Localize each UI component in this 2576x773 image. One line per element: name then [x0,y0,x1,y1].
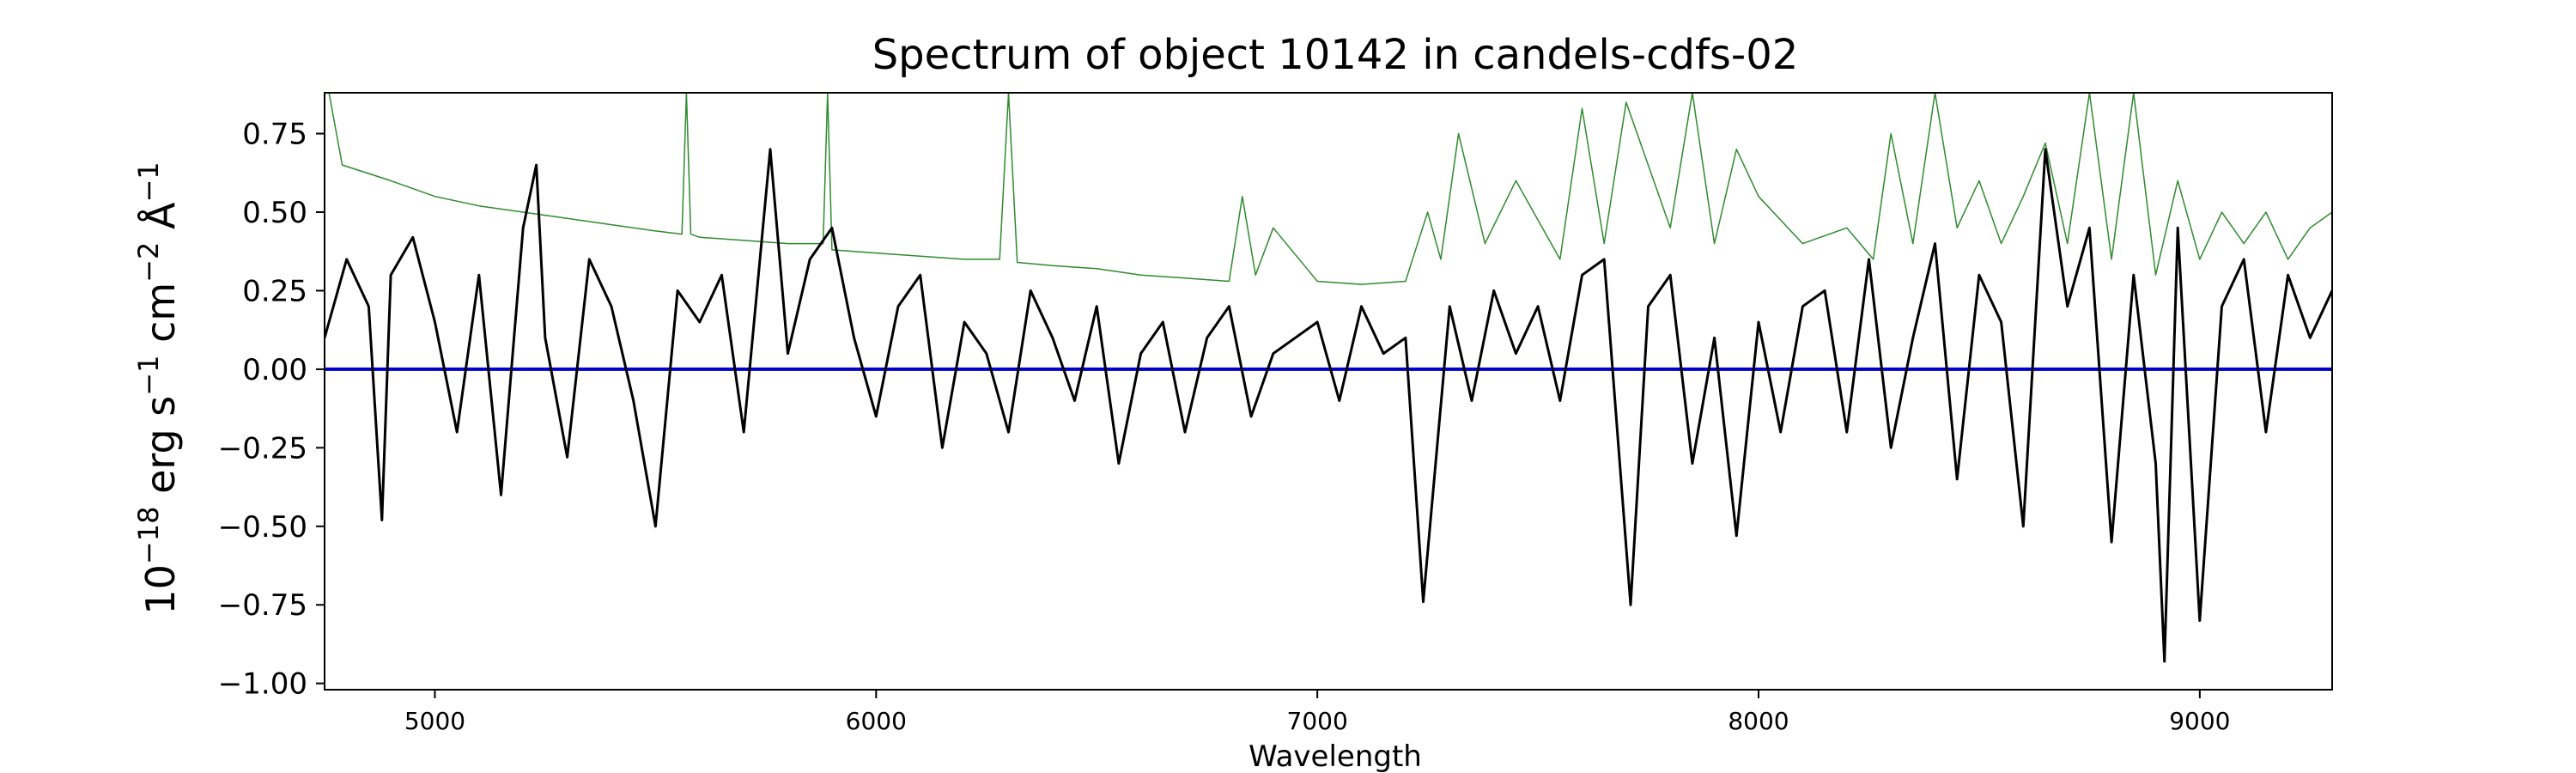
y-tick-label: −1.00 [218,667,307,702]
y-axis-label-part: cm [137,283,184,356]
x-tick-label: 6000 [846,707,907,735]
plot-frame [324,92,2333,691]
y-tick-label: 0.00 [242,353,307,387]
x-tick-label: 5000 [404,707,465,735]
y-axis-label: 10−18 erg s−1 cm−2 Å−1 [132,161,184,614]
chart-title: Spectrum of object 10142 in candels-cdfs… [872,31,1799,79]
y-axis-label-exponent: −18 [132,507,165,565]
y-axis-label-exponent: −1 [132,161,165,202]
y-axis-label-part: erg s [137,396,184,507]
y-tick-label: 0.25 [242,274,307,308]
y-axis-ticks: 0.75 0.50 0.25 0.00 −0.25 −0.50 −0.75 −1.00 [218,118,325,702]
y-axis-label-part: Å [137,202,184,242]
x-tick-label: 9000 [2169,707,2230,735]
series-layer [325,93,2332,663]
y-tick-label: −0.25 [218,431,307,466]
y-tick-label: 0.75 [242,118,307,152]
y-tick-label: −0.50 [218,510,307,545]
y-axis-label-exponent: −1 [132,356,165,396]
y-tick-label: 0.50 [242,196,307,230]
y-tick-label: −0.75 [218,588,307,623]
x-tick-label: 7000 [1287,707,1348,735]
y-axis-label-part: 10 [137,564,184,615]
y-axis-label-exponent: −2 [132,242,165,283]
flux-series-line [325,148,2332,663]
x-axis-label: Wavelength [1249,740,1422,773]
x-tick-label: 8000 [1728,707,1789,735]
error-series-line [325,93,2332,285]
x-axis-ticks: 5000 6000 7000 8000 9000 [404,690,2230,735]
